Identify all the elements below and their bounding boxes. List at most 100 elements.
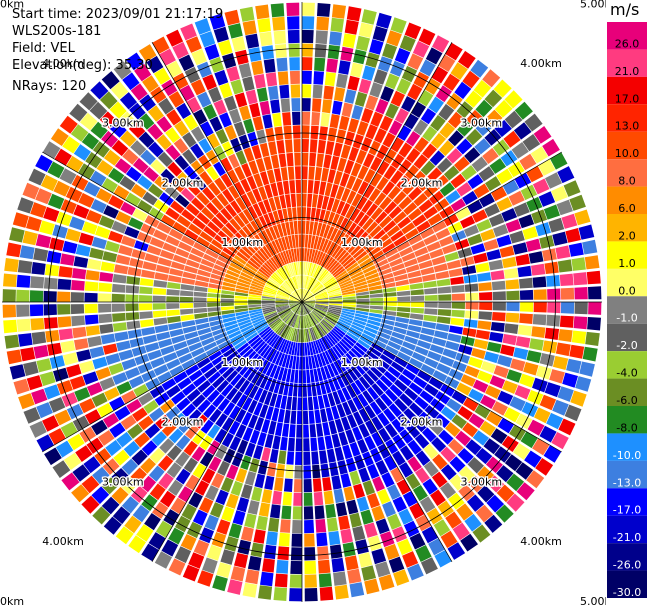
range-gate <box>206 133 220 149</box>
range-gate <box>304 547 316 561</box>
range-gate <box>342 302 356 305</box>
range-gate <box>121 235 136 248</box>
range-gate <box>101 496 120 515</box>
range-gate <box>302 302 312 312</box>
range-gate <box>161 539 179 557</box>
range-gate <box>380 86 394 102</box>
range-gate <box>464 513 482 532</box>
range-gate <box>121 477 138 495</box>
range-gate <box>485 385 501 399</box>
range-gate <box>263 199 272 213</box>
range-gate <box>494 99 513 118</box>
range-gate <box>23 361 39 376</box>
range-gate <box>282 250 289 264</box>
range-gate <box>384 247 399 258</box>
range-gate <box>273 587 287 601</box>
range-gate <box>302 289 306 302</box>
range-gate <box>472 379 489 393</box>
range-gate <box>448 268 463 278</box>
range-gate <box>471 156 488 173</box>
range-gate <box>431 220 447 233</box>
range-gate <box>475 447 493 465</box>
range-gate <box>31 331 47 345</box>
range-gate <box>181 235 196 247</box>
range-gate <box>497 417 515 434</box>
range-gate <box>347 265 361 275</box>
range-gate <box>393 569 410 586</box>
range-gate <box>485 176 502 192</box>
range-gate <box>324 182 333 197</box>
range-gate <box>180 314 195 322</box>
range-gate <box>185 474 200 491</box>
range-gate <box>314 306 328 312</box>
range-gate <box>66 364 82 378</box>
range-gate <box>341 312 355 319</box>
range-gate <box>390 137 405 153</box>
range-gate <box>407 324 422 333</box>
range-gate <box>302 298 315 302</box>
range-gate <box>405 164 419 180</box>
range-gate <box>225 222 238 235</box>
range-gate <box>384 455 398 471</box>
range-gate <box>370 297 384 302</box>
range-gate <box>31 262 46 275</box>
range-gate <box>412 40 430 58</box>
range-gate <box>220 306 235 311</box>
range-gate <box>281 266 290 279</box>
range-gate <box>329 462 339 477</box>
range-gate <box>272 255 282 268</box>
colorbar-tick-label: 10.0 <box>615 147 640 160</box>
range-gate <box>302 302 315 308</box>
range-gate <box>226 327 240 335</box>
range-gate <box>278 353 286 367</box>
range-gate <box>447 333 462 343</box>
range-gate <box>402 551 419 568</box>
range-gate <box>278 288 291 296</box>
range-gate <box>193 539 210 557</box>
range-gate <box>312 285 324 294</box>
range-gate <box>315 302 329 305</box>
range-gate <box>236 313 250 320</box>
range-gate <box>409 313 424 320</box>
range-gate <box>181 320 196 328</box>
range-gate <box>227 265 241 275</box>
range-gate <box>532 377 548 393</box>
range-gate <box>309 139 318 153</box>
range-gate <box>269 318 281 328</box>
range-gate <box>289 263 295 277</box>
range-gate <box>460 336 475 347</box>
range-gate <box>338 515 351 530</box>
range-gate <box>483 438 501 455</box>
range-gate <box>311 283 322 293</box>
range-gate <box>395 279 409 287</box>
range-gate <box>211 216 225 229</box>
range-gate <box>566 358 582 374</box>
range-gate <box>261 296 275 300</box>
range-gate <box>289 298 302 302</box>
range-gate <box>315 295 328 299</box>
range-gate <box>335 270 347 280</box>
range-gate <box>409 282 424 290</box>
range-gate <box>244 513 257 529</box>
range-gate <box>423 206 438 220</box>
range-gate <box>316 423 324 437</box>
range-gate <box>438 294 452 301</box>
range-gate <box>510 358 526 372</box>
range-gate <box>181 358 196 370</box>
range-gate <box>350 382 362 396</box>
range-gate <box>363 168 376 184</box>
range-gate <box>387 185 401 200</box>
range-gate <box>410 295 425 301</box>
range-gate <box>478 282 492 292</box>
range-gate <box>396 78 412 95</box>
range-gate <box>238 248 251 260</box>
range-ring-label: 3.00km <box>102 475 144 488</box>
range-gate <box>139 286 153 295</box>
range-gate <box>320 321 331 332</box>
range-gate <box>326 258 336 270</box>
range-gate <box>362 372 375 386</box>
range-gate <box>224 95 237 111</box>
range-gate <box>361 9 377 25</box>
range-gate <box>467 200 483 214</box>
range-gate <box>224 125 237 141</box>
